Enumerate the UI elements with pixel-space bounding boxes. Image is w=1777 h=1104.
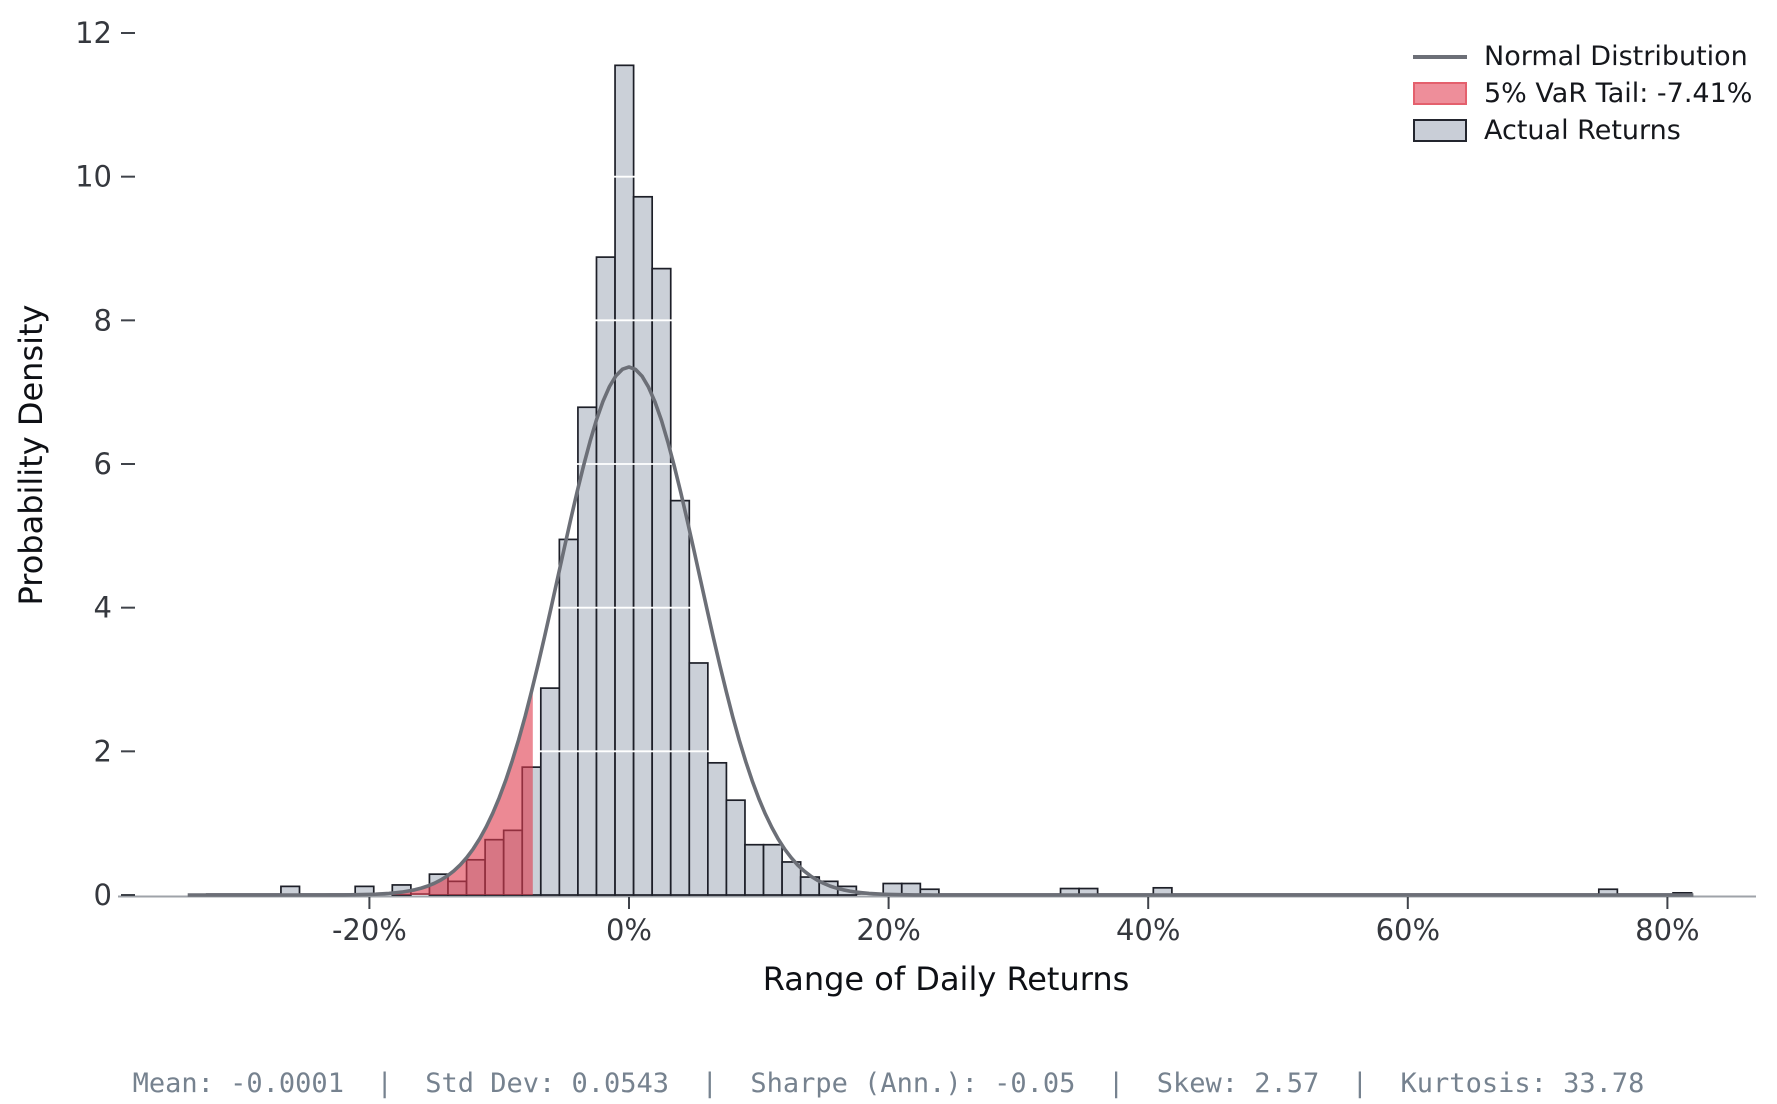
histogram-bar: [688, 662, 709, 896]
legend-label: 5% VaR Tail: -7.41%: [1484, 78, 1753, 109]
y-tick-label: 6: [94, 447, 112, 481]
histogram-bar: [558, 538, 579, 896]
histogram-bar: [614, 64, 635, 896]
x-tick-label: 0%: [606, 913, 652, 947]
x-tick-label: 80%: [1635, 913, 1699, 947]
y-tick-label: 12: [75, 16, 112, 50]
stats-line: Mean: -0.0001 | Std Dev: 0.0543 | Sharpe…: [132, 1068, 1645, 1099]
actual-returns-patch-swatch: [1413, 119, 1467, 142]
histogram-bar: [651, 267, 672, 896]
x-tick-label: 40%: [1116, 913, 1180, 947]
y-tick-label: 4: [94, 591, 112, 625]
legend-item-var-tail: 5% VaR Tail: -7.41%: [1413, 78, 1753, 109]
histogram-bar: [762, 843, 783, 896]
var-tail-patch-swatch: [1413, 82, 1467, 105]
legend: Normal Distribution 5% VaR Tail: -7.41% …: [1413, 41, 1753, 156]
legend-item-normal-distribution: Normal Distribution: [1413, 41, 1752, 72]
histogram-bar: [744, 843, 765, 896]
x-tick-label: 20%: [856, 913, 920, 947]
histogram-bar: [539, 687, 561, 896]
legend-label: Normal Distribution: [1484, 41, 1748, 72]
y-tick-label: 8: [94, 303, 112, 337]
normal-curve: [187, 365, 1694, 897]
x-tick-label: -20%: [332, 913, 407, 947]
x-axis-label: Range of Daily Returns: [762, 960, 1130, 998]
histogram-bar: [725, 799, 746, 896]
x-tick-label: 60%: [1376, 913, 1440, 947]
histogram-bar: [669, 499, 691, 896]
histogram-bar: [632, 195, 654, 896]
legend-label: Actual Returns: [1484, 115, 1681, 146]
legend-item-actual-returns: Actual Returns: [1413, 115, 1752, 146]
y-tick-label: 10: [75, 160, 112, 194]
normal-distribution-line-swatch: [1413, 54, 1467, 59]
y-tick-label: 2: [94, 734, 112, 768]
y-axis-label: Probability Density: [12, 304, 50, 606]
y-tick-label: 0: [94, 878, 112, 912]
var-tail-fill: [187, 686, 533, 895]
histogram-bar: [595, 256, 616, 896]
histogram-bar: [707, 761, 728, 896]
